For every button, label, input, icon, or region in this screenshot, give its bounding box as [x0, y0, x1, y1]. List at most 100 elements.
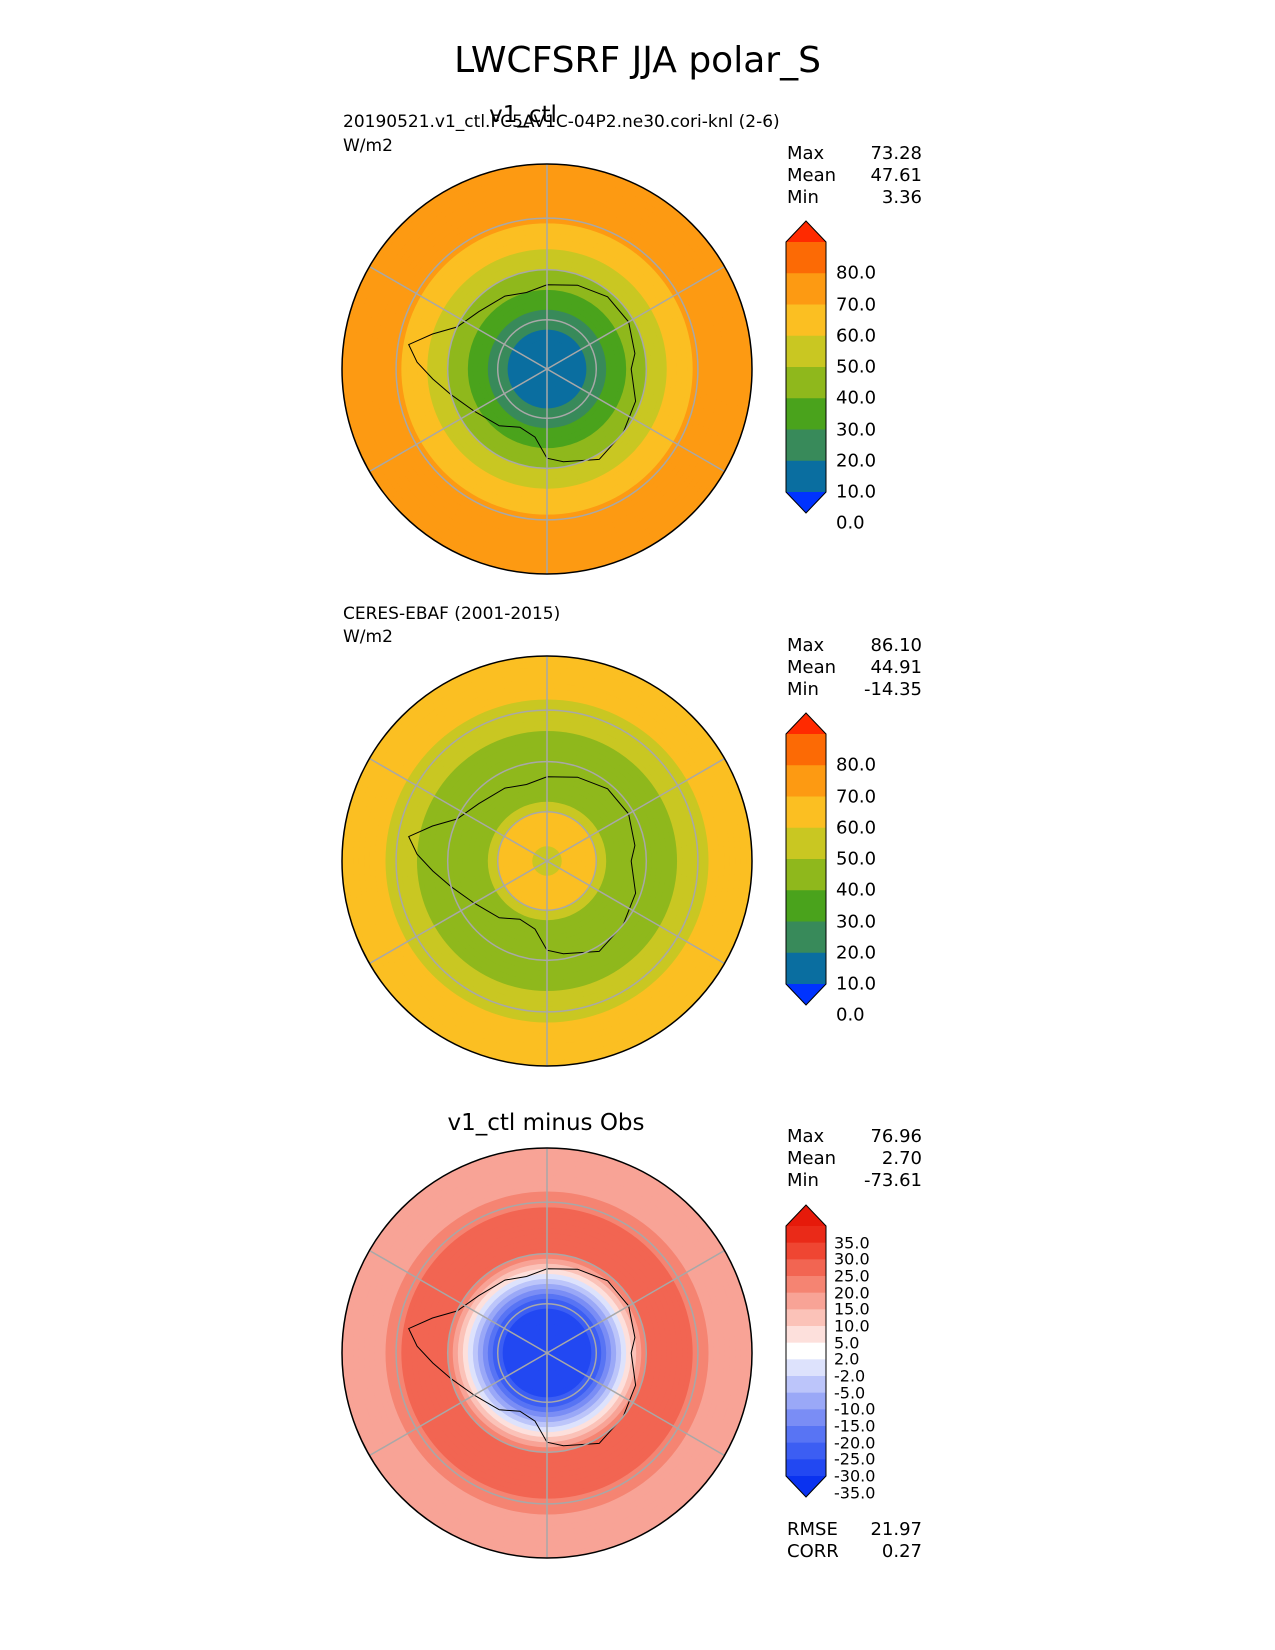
colorbar-bin	[786, 734, 826, 766]
colorbar-bin	[786, 242, 826, 274]
colorbar-tick-label: 10.0	[836, 481, 877, 503]
panel-1-label: 20190521.v1_ctl.FC5AV1C-04P2.ne30.cori-k…	[343, 112, 780, 132]
mean-value: 47.61	[870, 165, 922, 186]
colorbar-bin	[786, 952, 826, 985]
colorbar-bin	[786, 1392, 826, 1410]
panel-3-title: v1_ctl minus Obs	[447, 1110, 645, 1136]
mean-label: Mean	[787, 1148, 837, 1169]
longitude-line	[546, 265, 725, 370]
rmse-value: 21.97	[870, 1519, 922, 1540]
colorbar-bin	[786, 1426, 826, 1444]
panel-1-polar-map	[341, 163, 753, 575]
panel-2-stats: Max 86.10 Mean 44.91 Min -14.35	[787, 635, 922, 701]
colorbar-tick-label: 0.0	[836, 1004, 865, 1026]
colorbar-tick-label: 10.0	[834, 1316, 870, 1336]
panel-3-polar-map	[341, 1147, 753, 1559]
min-label: Min	[787, 679, 819, 700]
colorbar-tick-label: 35.0	[834, 1233, 870, 1253]
colorbar-bin	[786, 1259, 826, 1277]
field-layer	[342, 656, 752, 1066]
mean-label: Mean	[787, 165, 837, 186]
colorbar-tick-label: 30.0	[836, 911, 877, 932]
map-boundary	[341, 655, 753, 1067]
colorbar-tick-label: -10.0	[834, 1399, 876, 1419]
panel-1-stats: Max 73.28 Mean 47.61 Min 3.36	[787, 143, 922, 209]
colorbar-bin	[786, 921, 826, 954]
longitude-line	[546, 368, 725, 473]
colorbar-bin	[786, 273, 826, 305]
panel-2-colorbar	[785, 712, 827, 1006]
panel-2-colorbar-labels: 80.0 70.0 60.0 50.0 40.0 30.0 20.0 10.0 0.0	[836, 712, 896, 1026]
colorbar-tick-label: 20.0	[836, 450, 877, 472]
corr-label: CORR	[787, 1541, 839, 1562]
max-value: 73.28	[870, 143, 922, 164]
colorbar-bin	[786, 1226, 826, 1244]
mean-value: 44.91	[870, 657, 922, 678]
colorbar-bin	[786, 429, 826, 462]
colorbar-tick-label: -20.0	[834, 1433, 876, 1453]
colorbar-bin	[786, 1309, 826, 1327]
colorbar-tick-label: -35.0	[834, 1483, 876, 1503]
panel-1-colorbar-labels: 80.0 70.0 60.0 50.0 40.0 30.0 20.0 10.0 0.0	[836, 220, 896, 534]
colorbar-tick-label: 60.0	[836, 325, 877, 347]
longitude-line	[369, 1352, 548, 1457]
colorbar-tick-label: 80.0	[836, 262, 877, 284]
max-label: Max	[787, 143, 825, 164]
colorbar-bin	[786, 1342, 826, 1360]
max-label: Max	[787, 635, 825, 656]
max-value: 86.10	[870, 635, 922, 656]
colorbar-bin	[786, 460, 826, 493]
min-label: Min	[787, 187, 819, 208]
mean-label: Mean	[787, 657, 837, 678]
longitude-line	[369, 265, 548, 370]
corr-value: 0.27	[881, 1541, 922, 1562]
colorbar-bin	[786, 1442, 826, 1460]
min-value: -14.35	[863, 679, 922, 700]
colorbar-outline	[785, 220, 827, 514]
colorbar-bin	[786, 398, 826, 430]
colorbar-tick-label: 70.0	[836, 294, 877, 315]
panel-3-metrics: RMSE 21.97 CORR 0.27	[787, 1519, 922, 1563]
panel-1-title: v1_ctl	[489, 102, 557, 128]
field-layer	[342, 164, 752, 574]
colorbar-bin	[786, 1359, 826, 1377]
longitude-line	[546, 757, 725, 862]
colorbar-tick-label: 70.0	[836, 786, 877, 807]
min-label: Min	[787, 1170, 819, 1191]
colorbar-bin	[786, 890, 826, 922]
colorbar-bin	[786, 1242, 826, 1260]
colorbar-extend-min	[786, 492, 826, 513]
colorbar-outline	[785, 712, 827, 1006]
coastline	[408, 776, 637, 955]
colorbar-bin	[786, 335, 826, 368]
panel-2-polar-map	[341, 655, 753, 1067]
colorbar-extend-max	[786, 221, 826, 242]
colorbar-bin	[786, 367, 826, 399]
panel-3-stats: Max 76.96 Mean 2.70 Min -73.61	[787, 1126, 922, 1192]
colorbar-bin	[786, 1292, 826, 1310]
longitude-line	[546, 1352, 725, 1457]
colorbar-tick-label: 50.0	[836, 848, 877, 870]
longitude-line	[369, 368, 548, 473]
panel-1-colorbar	[785, 220, 827, 514]
coastline	[408, 284, 637, 463]
colorbar-extend-min	[786, 984, 826, 1005]
colorbar-tick-label: 80.0	[836, 754, 877, 776]
colorbar-bin	[786, 1326, 826, 1344]
colorbar-extend-max	[786, 713, 826, 734]
colorbar-tick-label: 25.0	[834, 1266, 870, 1286]
map-boundary	[341, 163, 753, 575]
colorbar-tick-label: 30.0	[836, 419, 877, 440]
panel-2-label: CERES-EBAF (2001-2015)	[343, 604, 561, 624]
colorbar-bin	[786, 1376, 826, 1394]
colorbar-bin	[786, 1276, 826, 1294]
colorbar-tick-label: -30.0	[834, 1466, 876, 1486]
colorbar-tick-label: 20.0	[836, 942, 877, 964]
colorbar-tick-label: 60.0	[836, 817, 877, 839]
panel-3-colorbar-labels: 35.0 30.0 25.0 20.0 15.0 10.0 5.0 2.0 -2.0 -5.0 -1…	[834, 1204, 904, 1502]
field-layer	[342, 1148, 752, 1558]
colorbar-tick-label: 40.0	[836, 387, 877, 409]
colorbar-tick-label: 20.0	[834, 1283, 870, 1303]
rmse-label: RMSE	[787, 1519, 838, 1540]
colorbar-tick-label: 10.0	[836, 973, 877, 995]
